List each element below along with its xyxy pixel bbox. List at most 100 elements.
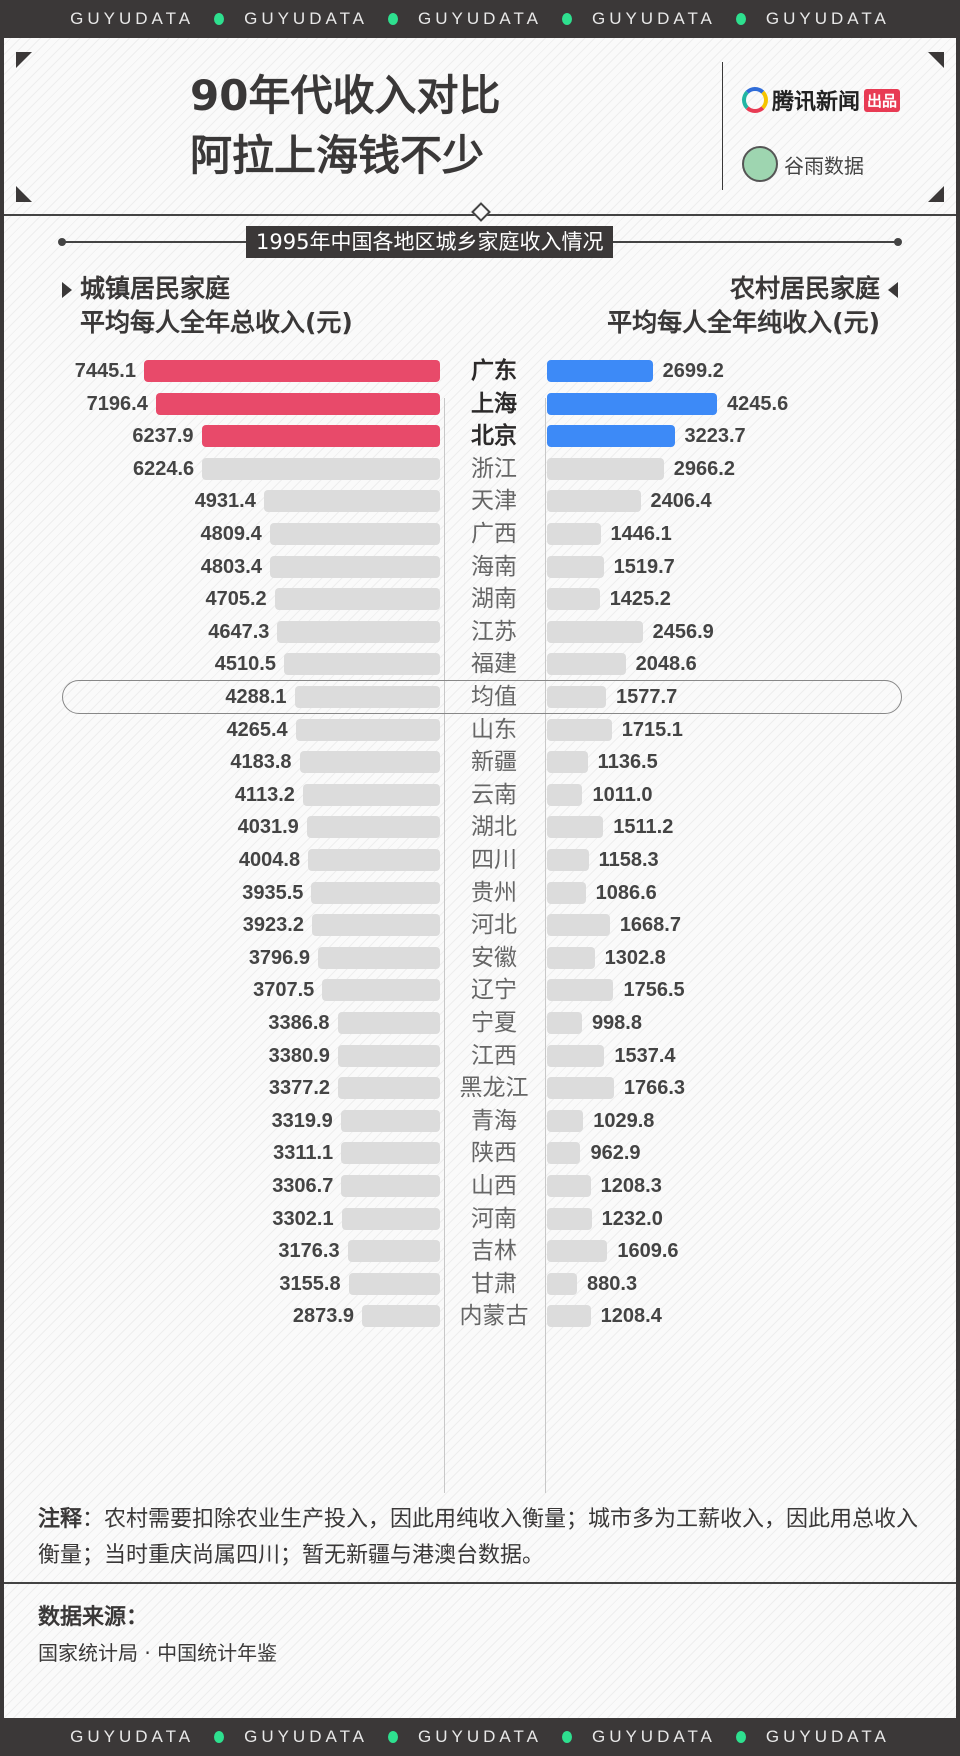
header-line: 城镇居民家庭 (80, 274, 231, 303)
urban-value-label: 4510.5 (214, 653, 276, 676)
brand-text: GUYUDATA (70, 1727, 195, 1746)
urban-value-label: 3707.5 (253, 979, 315, 1002)
urban-value-label: 4803.4 (200, 555, 262, 578)
dot-icon (735, 1731, 746, 1743)
province-label: 上海 (471, 390, 517, 417)
province-label: 四川 (471, 847, 517, 873)
rural-value-label: 1208.4 (600, 1305, 662, 1328)
chart-title: 1995年中国各地区城乡家庭收入情况 (246, 226, 614, 258)
urban-value-label: 3386.8 (268, 1012, 330, 1034)
rural-bar (547, 490, 641, 513)
province-label: 陕西 (471, 1140, 517, 1167)
rural-value-label: 4245.6 (727, 392, 789, 415)
urban-bar (341, 1142, 440, 1165)
urban-value-label: 3302.1 (272, 1207, 334, 1230)
rural-value-label: 1715.1 (621, 718, 683, 741)
rural-value-label: 1136.5 (597, 751, 658, 774)
rural-bar (547, 1012, 582, 1034)
brand-text: GUYUDATA (244, 9, 369, 28)
right-axis (545, 398, 546, 1493)
urban-bar (341, 1207, 440, 1230)
province-label: 甘肃 (471, 1270, 517, 1297)
chart-row: 4647.3 江苏 2456.9 (0, 616, 960, 648)
page-title: 90年代收入对比 阿拉上海钱不少 (190, 66, 500, 186)
urban-bar (269, 523, 440, 545)
urban-bar (311, 914, 440, 937)
urban-value-label: 3311.1 (273, 1142, 334, 1165)
chart-row: 4004.8 四川 1158.3 (0, 844, 960, 876)
province-label: 湖北 (471, 814, 517, 841)
province-label: 广东 (471, 358, 517, 384)
urban-value-label: 4288.1 (225, 686, 287, 708)
chart-row: 3306.7 山西 1208.3 (0, 1170, 960, 1202)
urban-value-label: 4705.2 (205, 588, 267, 611)
chart-row: 3377.2 黑龙江 1766.3 (0, 1072, 960, 1104)
left-axis (444, 398, 445, 1493)
chart-row: 4031.9 湖北 1511.2 (0, 811, 960, 843)
province-label: 辽宁 (471, 977, 517, 1004)
rural-bar (547, 979, 614, 1002)
rural-bar (547, 1142, 581, 1165)
rural-bar (547, 783, 583, 806)
chart-row: 3923.2 河北 1668.7 (0, 909, 960, 941)
title-line: 阿拉上海钱不少 (190, 131, 485, 180)
brand-band-top: GUYUDATA GUYUDATA GUYUDATA GUYUDATA GUYU… (0, 0, 960, 38)
frame-left (0, 38, 4, 1718)
rural-header: 农村居民家庭 平均每人全年纯收入(元) (607, 272, 898, 340)
rural-value-label: 1756.5 (623, 979, 685, 1002)
rural-value-label: 1208.3 (600, 1175, 662, 1197)
rural-bar (547, 881, 586, 904)
chart-row: 6237.9 北京 3223.7 (0, 420, 960, 452)
rural-value-label: 1537.4 (614, 1044, 676, 1067)
urban-value-label: 4931.4 (194, 490, 256, 513)
province-label: 安徽 (471, 944, 517, 971)
rural-bar (547, 914, 610, 937)
chart-row: 7445.1 广东 2699.2 (0, 355, 960, 387)
rural-value-label: 1519.7 (613, 555, 675, 578)
rural-value-label: 2406.4 (650, 490, 712, 513)
rural-bar (547, 425, 675, 448)
urban-value-label: 6237.9 (132, 425, 194, 448)
note-text: ：农村需要扣除农业生产投入，因此用纯收入衡量；城市多为工薪收入，因此用总收入衡量… (38, 1507, 919, 1568)
footer: 注释：农村需要扣除农业生产投入，因此用纯收入衡量；城市多为工薪收入，因此用总收入… (4, 1502, 956, 1668)
urban-bar (340, 1109, 440, 1132)
dot-icon (214, 1731, 225, 1743)
rural-value-label: 1766.3 (623, 1077, 686, 1100)
rural-value-label: 1302.8 (604, 946, 666, 969)
province-label: 北京 (471, 423, 517, 450)
province-label: 江苏 (471, 618, 517, 645)
rural-value-label: 2699.2 (662, 360, 724, 382)
rural-bar (547, 457, 664, 480)
rural-value-label: 2966.2 (673, 457, 735, 480)
chart-row: 3935.5 贵州 1086.6 (0, 877, 960, 909)
rural-bar (547, 718, 612, 741)
note-label: 注释 (38, 1507, 83, 1532)
province-label: 福建 (471, 651, 517, 678)
chart-row: 3796.9 安徽 1302.8 (0, 942, 960, 974)
rural-value-label: 1511.2 (613, 816, 674, 839)
rural-bar (547, 555, 604, 578)
rural-bar (547, 588, 600, 611)
dot-icon (388, 1731, 399, 1743)
triangle-right-icon (62, 282, 72, 298)
rural-value-label: 1668.7 (619, 914, 681, 937)
note: 注释：农村需要扣除农业生产投入，因此用纯收入衡量；城市多为工薪收入，因此用总收入… (38, 1502, 922, 1574)
rural-bar (547, 686, 607, 708)
rural-bar (547, 1109, 584, 1132)
tencent-news-icon (742, 87, 768, 113)
chart-row: 6224.6 浙江 2966.2 (0, 453, 960, 485)
rural-value-label: 3223.7 (684, 425, 746, 448)
rural-value-label: 1446.1 (610, 523, 672, 545)
rural-value-label: 1609.6 (617, 1240, 679, 1263)
urban-bar (143, 360, 440, 382)
chart-row: 3319.9 青海 1029.8 (0, 1105, 960, 1137)
province-label: 吉林 (471, 1238, 517, 1265)
chart-row: 3311.1 陕西 962.9 (0, 1137, 960, 1169)
rural-value-label: 998.8 (591, 1012, 642, 1034)
rural-value-label: 1158.3 (598, 849, 659, 871)
chart-row: 2873.9 内蒙古 1208.4 (0, 1300, 960, 1332)
chart-row: 4809.4 广西 1446.1 (0, 518, 960, 550)
urban-bar (341, 1175, 440, 1197)
rural-bar (547, 1272, 578, 1295)
urban-value-label: 3380.9 (268, 1044, 330, 1067)
